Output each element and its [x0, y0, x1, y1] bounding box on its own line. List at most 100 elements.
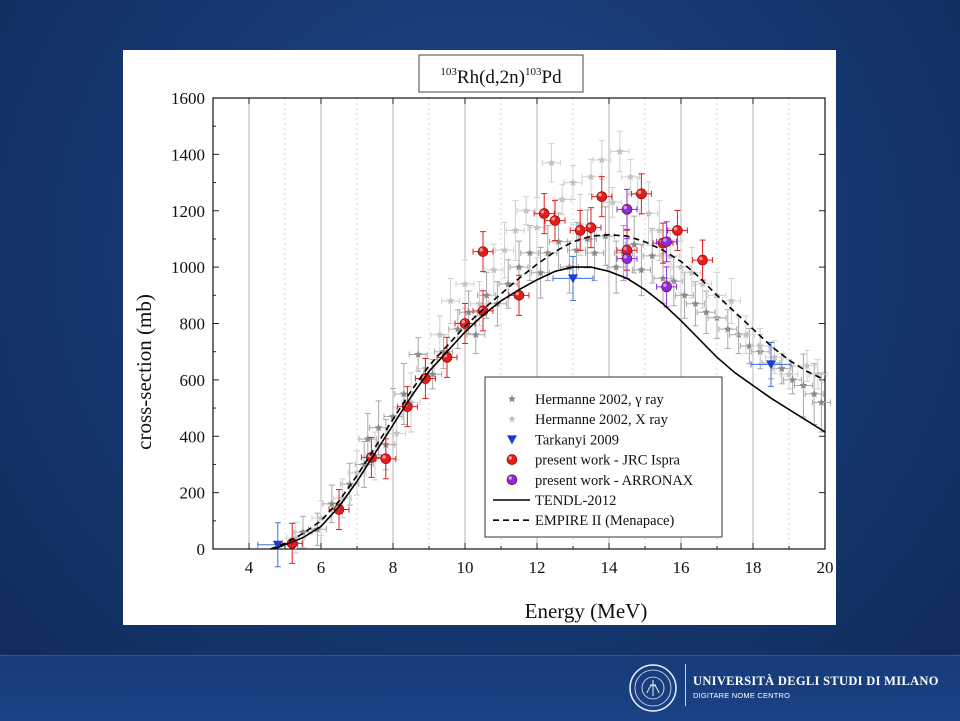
point-tarkanyi-2009 — [568, 274, 578, 284]
chart-title-box: 103Rh(d,2n)103Pd — [418, 54, 584, 93]
point-hermanne-2002-ray — [810, 389, 819, 398]
point-hermanne-2002-ray — [702, 308, 711, 316]
point-hermanne-2002-x-ray — [644, 209, 653, 217]
point-hermanne-2002-x-ray — [475, 299, 484, 308]
y-tick-label: 1400 — [171, 145, 205, 164]
legend-swatch — [508, 415, 516, 423]
point-present-work-jrc-ispra — [636, 188, 647, 200]
point-hermanne-2002-ray — [464, 308, 473, 316]
x-tick-label: 10 — [457, 558, 474, 577]
point-present-work-jrc-ispra-highlight — [623, 246, 627, 251]
x-tick-label: 18 — [745, 558, 762, 577]
point-present-work-jrc-ispra-highlight — [479, 248, 483, 252]
point-present-work-jrc-ispra — [672, 225, 683, 236]
point-hermanne-2002-x-ray — [435, 330, 444, 339]
y-tick-label: 600 — [180, 371, 206, 390]
point-hermanne-2002-x-ray — [626, 172, 635, 181]
y-tick-label: 200 — [180, 484, 206, 503]
footer-divider — [685, 664, 686, 706]
point-present-work-jrc-ispra-highlight — [673, 226, 678, 231]
point-hermanne-2002-ray — [482, 291, 491, 299]
point-hermanne-2002-ray — [777, 364, 786, 372]
point-hermanne-2002-ray — [389, 412, 397, 420]
y-tick-label: 1000 — [171, 258, 205, 277]
point-present-work-jrc-ispra — [380, 453, 392, 465]
point-present-work-jrc-ispra-highlight — [576, 226, 581, 231]
point-present-work-arronax — [661, 281, 672, 293]
point-present-work-jrc-ispra-highlight — [382, 455, 386, 459]
point-tarkanyi-2009 — [766, 360, 776, 370]
point-present-work-jrc-ispra — [477, 246, 489, 257]
point-present-work-jrc-ispra — [596, 191, 608, 202]
point-hermanne-2002-x-ray — [569, 178, 577, 186]
x-tick-label: 20 — [817, 558, 834, 577]
university-seal-icon — [629, 664, 677, 712]
point-present-work-jrc-ispra — [441, 352, 453, 363]
point-hermanne-2002-x-ray — [677, 262, 685, 271]
point-hermanne-2002-ray — [345, 479, 354, 488]
point-present-work-arronax-highlight — [623, 205, 627, 210]
title-frame — [418, 54, 584, 93]
point-present-work-jrc-ispra-highlight — [699, 256, 703, 261]
point-hermanne-2002-x-ray — [392, 429, 401, 437]
legend-label: TENDL-2012 — [535, 493, 616, 509]
point-hermanne-2002-ray — [299, 527, 307, 536]
point-present-work-jrc-ispra — [538, 208, 550, 219]
legend-label: present work - JRC Ispra — [535, 453, 681, 469]
point-hermanne-2002-ray — [630, 240, 639, 248]
y-tick-label: 400 — [180, 427, 206, 446]
point-hermanne-2002-ray — [453, 324, 462, 333]
point-present-work-jrc-ispra-highlight — [598, 193, 602, 197]
point-hermanne-2002-ray — [583, 234, 592, 243]
point-hermanne-2002-ray — [471, 330, 480, 339]
point-hermanne-2002-ray — [612, 262, 621, 271]
point-hermanne-2002-ray — [691, 299, 700, 308]
point-hermanne-2002-ray — [428, 370, 437, 378]
point-hermanne-2002-x-ray — [756, 341, 765, 350]
point-hermanne-2002-ray — [536, 268, 545, 277]
point-hermanne-2002-x-ray — [558, 195, 567, 203]
legend-label: Hermanne 2002, γ ray — [535, 392, 665, 408]
point-present-work-jrc-ispra-highlight — [515, 291, 519, 296]
legend-label: EMPIRE II (Menapace) — [535, 513, 674, 529]
point-present-work-arronax — [661, 236, 672, 248]
footer-band — [0, 655, 960, 721]
point-present-work-jrc-ispra — [585, 222, 597, 233]
point-hermanne-2002-x-ray — [511, 226, 520, 234]
point-present-work-jrc-ispra-highlight — [587, 224, 591, 228]
point-hermanne-2002-x-ray — [446, 296, 455, 305]
point-hermanne-2002-x-ray — [698, 279, 707, 288]
legend-swatch — [506, 474, 518, 486]
x-tick-label: 8 — [389, 558, 398, 577]
point-hermanne-2002-x-ray — [770, 353, 779, 361]
point-hermanne-2002-x-ray — [547, 158, 556, 167]
point-present-work-jrc-ispra — [549, 215, 561, 226]
y-tick-label: 1600 — [171, 89, 205, 108]
point-hermanne-2002-ray — [327, 499, 336, 508]
legend-label: Hermanne 2002, X ray — [535, 412, 669, 428]
point-present-work-arronax — [621, 204, 633, 215]
point-present-work-arronax-highlight — [623, 255, 627, 259]
x-tick-label: 14 — [601, 558, 619, 577]
legend-swatch-highlight — [508, 456, 512, 460]
x-tick-label: 4 — [245, 558, 254, 577]
legend-swatch — [507, 435, 517, 445]
y-axis-label: cross-section (mb) — [132, 294, 156, 450]
curve-empire-ii-menapace — [270, 233, 826, 550]
point-hermanne-2002-ray — [817, 398, 826, 406]
y-tick-label: 0 — [197, 540, 206, 559]
point-hermanne-2002-ray — [723, 324, 732, 333]
point-hermanne-2002-ray — [363, 434, 372, 443]
x-tick-label: 6 — [317, 558, 326, 577]
point-present-work-jrc-ispra — [697, 254, 708, 266]
y-tick-label: 800 — [180, 315, 206, 334]
point-hermanne-2002-x-ray — [803, 361, 811, 370]
point-hermanne-2002-ray — [648, 251, 657, 260]
axes-layer: 4 6 8 10 12 14 16 18 200200400600800100012001400… — [171, 89, 834, 577]
point-hermanne-2002-x-ray — [489, 265, 498, 274]
point-present-work-arronax-highlight — [663, 283, 667, 287]
point-hermanne-2002-ray — [525, 248, 534, 257]
point-hermanne-2002-x-ray — [500, 246, 509, 254]
x-tick-label: 16 — [673, 558, 690, 577]
chart-title: 103Rh(d,2n)103Pd — [440, 66, 562, 88]
